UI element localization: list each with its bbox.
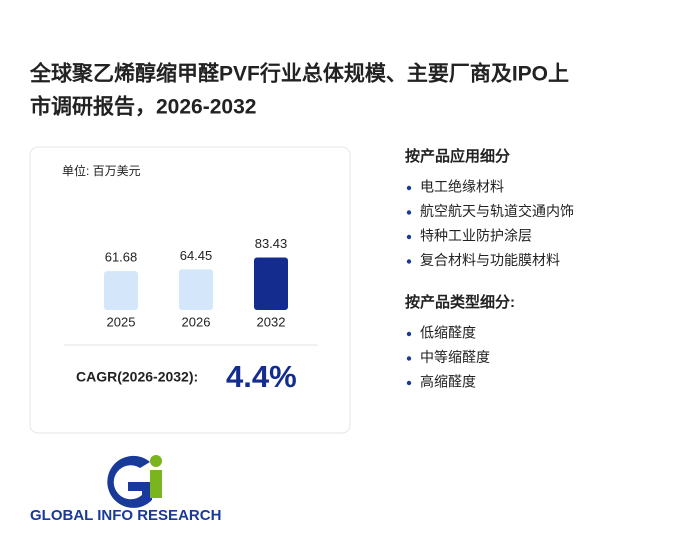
title-line: 全球聚乙烯醇缩甲醛PVF行业总体规模、主要厂商及IPO上 [29, 62, 569, 86]
list-item: 特种工业防护涂层 [420, 228, 532, 244]
value-label: 83.43 [255, 236, 288, 251]
value-label: 61.68 [105, 250, 138, 265]
list-item: 高缩醛度 [420, 374, 476, 390]
bar [254, 257, 288, 310]
value-label: 64.45 [180, 248, 213, 263]
list-item: 电工绝缘材料 [420, 179, 504, 195]
cagr-label: CAGR(2026-2032): [76, 369, 198, 385]
section-heading: 按产品应用细分 [405, 147, 510, 165]
list-item: 中等缩醛度 [420, 349, 490, 365]
section-heading: 按产品类型细分: [405, 293, 515, 311]
bar [104, 271, 138, 310]
bullet [406, 331, 412, 337]
category-label: 2025 [107, 314, 136, 329]
category-label: 2026 [182, 314, 211, 329]
cagr-value: 4.4% [226, 359, 297, 394]
bullet [406, 356, 412, 361]
title-line: 市调研报告，2026-2032 [30, 95, 256, 119]
list-item: 复合材料与功能膜材料 [420, 252, 560, 268]
logo-mark [107, 455, 162, 508]
category-label: 2032 [257, 314, 286, 329]
bar [179, 269, 213, 310]
bullet [406, 259, 412, 264]
logo-text: GLOBAL INFO RESEARCH [30, 507, 221, 524]
bullet [406, 380, 412, 386]
list-item: 低缩醛度 [420, 325, 476, 341]
unit-label: 单位: 百万美元 [62, 163, 141, 178]
list-item: 航空航天与轨道交通内饰 [420, 203, 574, 219]
bullet [406, 234, 412, 240]
bullet [406, 210, 412, 215]
bullet [406, 185, 412, 191]
